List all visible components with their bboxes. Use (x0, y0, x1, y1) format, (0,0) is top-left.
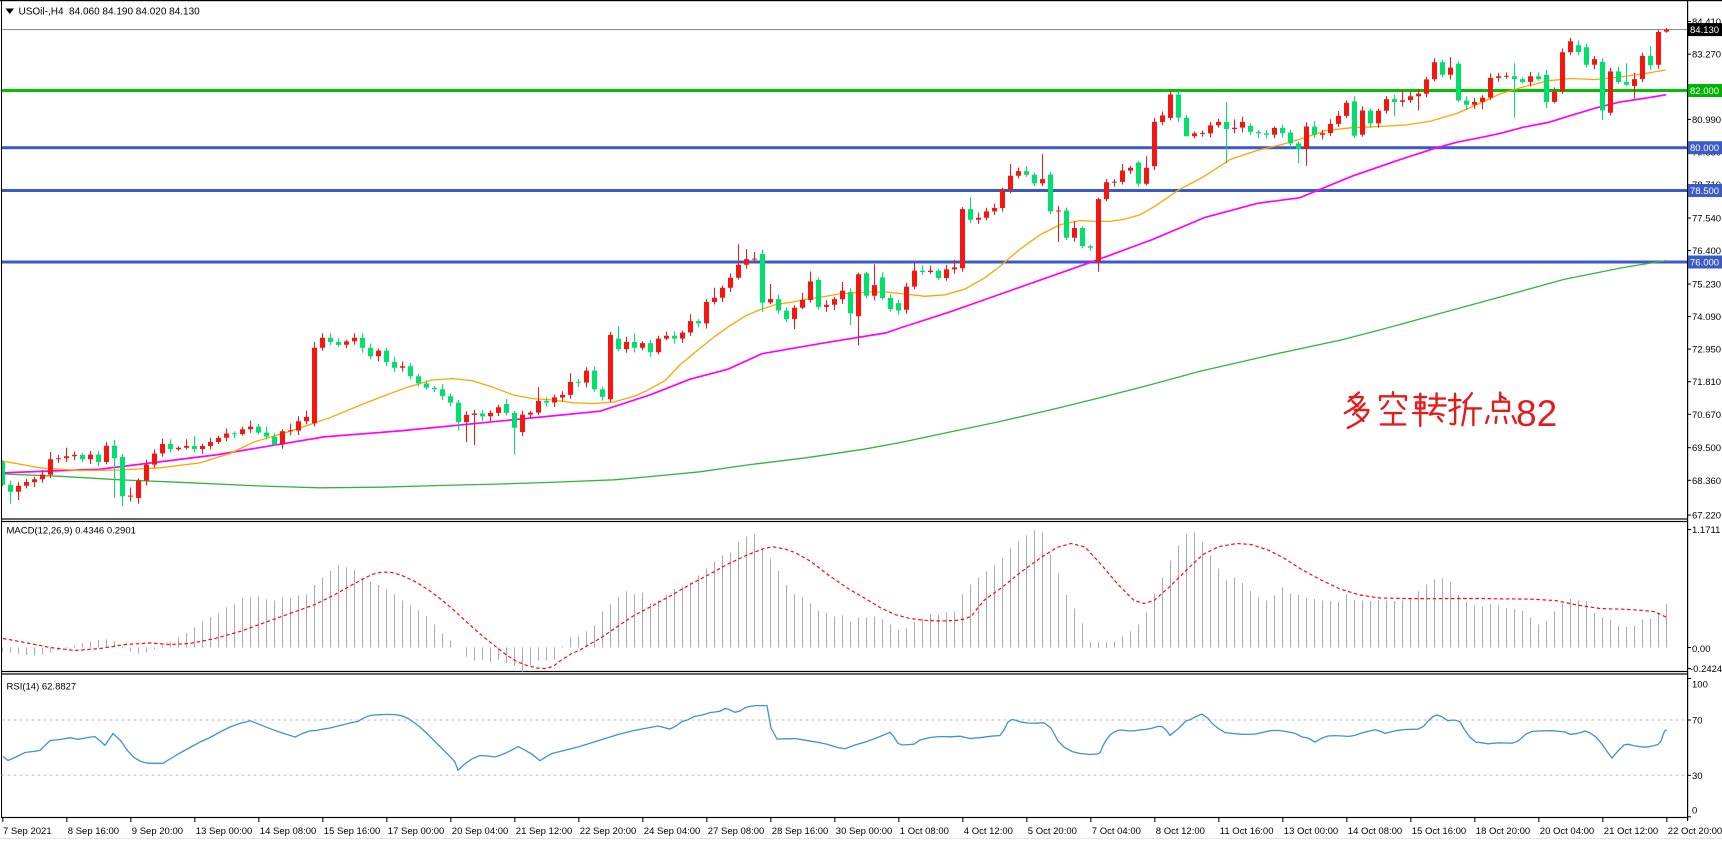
svg-text:68.360: 68.360 (1692, 476, 1721, 487)
svg-text:30 Sep 00:00: 30 Sep 00:00 (836, 826, 893, 837)
svg-text:7 Sep 2021: 7 Sep 2021 (3, 826, 52, 837)
svg-text:USOil-,H4 84.060 84.190 84.02: USOil-,H4 84.060 84.190 84.020 84.130 (19, 7, 201, 18)
svg-text:80.000: 80.000 (1690, 143, 1719, 154)
svg-text:15 Sep 16:00: 15 Sep 16:00 (324, 826, 381, 837)
svg-text:17 Sep 00:00: 17 Sep 00:00 (388, 826, 445, 837)
svg-text:9 Sep 20:00: 9 Sep 20:00 (132, 826, 183, 837)
svg-text:21 Sep 12:00: 21 Sep 12:00 (516, 826, 573, 837)
svg-text:69.500: 69.500 (1692, 443, 1721, 454)
svg-text:71.810: 71.810 (1692, 377, 1721, 388)
svg-text:1 Oct 08:00: 1 Oct 08:00 (900, 826, 949, 837)
svg-text:70: 70 (1692, 716, 1703, 727)
svg-text:28 Sep 16:00: 28 Sep 16:00 (772, 826, 829, 837)
svg-text:14 Sep 08:00: 14 Sep 08:00 (260, 826, 317, 837)
svg-text:4 Oct 12:00: 4 Oct 12:00 (964, 826, 1013, 837)
svg-text:21 Oct 12:00: 21 Oct 12:00 (1604, 826, 1658, 837)
svg-text:22 Oct 20:00: 22 Oct 20:00 (1668, 826, 1722, 837)
svg-text:13 Oct 00:00: 13 Oct 00:00 (1284, 826, 1338, 837)
svg-text:8 Sep 16:00: 8 Sep 16:00 (68, 826, 119, 837)
svg-text:14 Oct 08:00: 14 Oct 08:00 (1348, 826, 1402, 837)
svg-text:24 Sep 04:00: 24 Sep 04:00 (644, 826, 701, 837)
svg-text:72.950: 72.950 (1692, 345, 1721, 356)
svg-text:RSI(14) 62.8827: RSI(14) 62.8827 (7, 682, 77, 693)
svg-text:80.990: 80.990 (1692, 115, 1721, 126)
svg-text:18 Oct 20:00: 18 Oct 20:00 (1476, 826, 1530, 837)
svg-text:5 Oct 20:00: 5 Oct 20:00 (1028, 826, 1077, 837)
svg-text:67.220: 67.220 (1692, 511, 1721, 522)
svg-text:20 Oct 04:00: 20 Oct 04:00 (1540, 826, 1594, 837)
svg-text:83.270: 83.270 (1692, 50, 1721, 61)
svg-text:30: 30 (1692, 771, 1703, 782)
svg-text:82: 82 (1516, 393, 1557, 434)
svg-text:82.000: 82.000 (1690, 86, 1719, 97)
svg-text:8 Oct 12:00: 8 Oct 12:00 (1156, 826, 1205, 837)
svg-text:27 Sep 08:00: 27 Sep 08:00 (708, 826, 765, 837)
svg-text:76.000: 76.000 (1690, 258, 1719, 269)
svg-text:20 Sep 04:00: 20 Sep 04:00 (452, 826, 509, 837)
svg-text:0.00: 0.00 (1692, 644, 1711, 655)
svg-text:0: 0 (1692, 806, 1697, 817)
svg-text:11 Oct 16:00: 11 Oct 16:00 (1220, 826, 1274, 837)
svg-text:76.400: 76.400 (1692, 246, 1721, 257)
svg-text:-0.2424: -0.2424 (1690, 664, 1722, 675)
svg-text:15 Oct 16:00: 15 Oct 16:00 (1412, 826, 1466, 837)
svg-text:13 Sep 00:00: 13 Sep 00:00 (196, 826, 253, 837)
svg-text:1.1711: 1.1711 (1692, 525, 1720, 536)
svg-text:100: 100 (1692, 680, 1708, 691)
svg-text:75.230: 75.230 (1692, 280, 1721, 291)
svg-text:84.130: 84.130 (1690, 25, 1719, 36)
svg-text:70.670: 70.670 (1692, 410, 1721, 421)
svg-text:22 Sep 20:00: 22 Sep 20:00 (580, 826, 637, 837)
svg-text:7 Oct 04:00: 7 Oct 04:00 (1092, 826, 1141, 837)
svg-text:74.090: 74.090 (1692, 312, 1721, 323)
svg-text:78.500: 78.500 (1690, 186, 1719, 197)
svg-text:77.540: 77.540 (1692, 214, 1721, 225)
svg-text:84.410: 84.410 (1692, 17, 1721, 28)
svg-text:MACD(12,26,9) 0.4346 0.2901: MACD(12,26,9) 0.4346 0.2901 (7, 526, 136, 537)
